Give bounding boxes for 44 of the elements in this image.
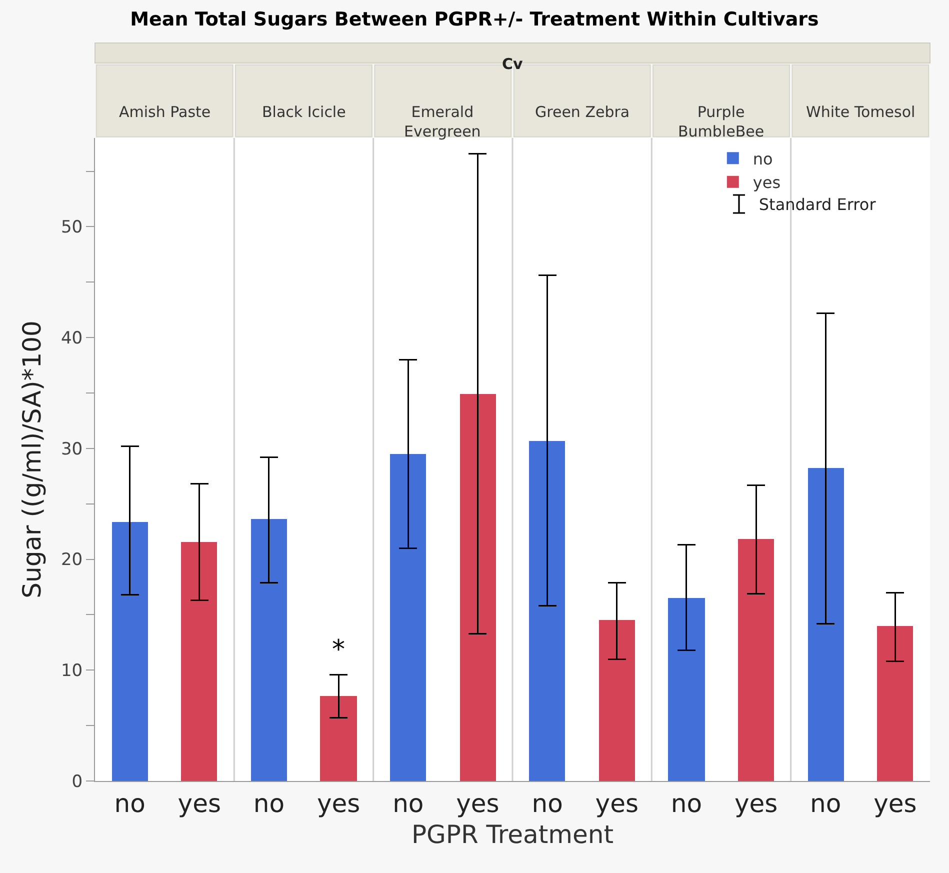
bar [460, 394, 496, 781]
y-tick-label: 50 [60, 218, 83, 238]
text: Cv [502, 55, 524, 73]
bar [529, 441, 565, 781]
legend-label: yes [752, 173, 781, 192]
x-tick-label: no [253, 789, 285, 818]
bar [877, 626, 913, 781]
text: White Tomesol [806, 103, 916, 121]
x-tick-label: no [810, 789, 842, 818]
text: Green Zebra [535, 103, 630, 121]
bar [181, 542, 217, 781]
y-tick-label: 10 [60, 661, 83, 682]
y-tick-label: 0 [72, 772, 83, 792]
annotation: Standard Error [758, 194, 876, 214]
y-tick-label: 40 [60, 328, 83, 348]
x-tick-label: no [670, 789, 702, 818]
bar [738, 539, 774, 781]
bar [599, 620, 635, 781]
x-tick-label: no [532, 789, 563, 818]
y-tick-label: 30 [60, 439, 83, 460]
bar [251, 519, 287, 781]
x-tick-label: yes [456, 789, 500, 818]
annotation: Purple BumbleBee [678, 103, 764, 140]
chart-title: Mean Total Sugars Between PGPR+/- Treatment Within Cultivars [130, 8, 819, 30]
x-tick-label: yes [595, 789, 638, 818]
x-tick-label: yes [734, 789, 778, 818]
x-tick-label: no [392, 789, 424, 818]
x-tick-label: yes [316, 789, 360, 818]
text: Amish Paste [119, 103, 211, 121]
bar [390, 454, 426, 781]
legend-label: no [752, 149, 773, 168]
y-axis-title: Sugar ((g/ml)/SA)*100 [18, 320, 47, 598]
x-tick-label: no [114, 789, 146, 818]
bar [320, 696, 357, 781]
x-tick-label: yes [874, 789, 917, 818]
bar [668, 598, 705, 781]
annotation: Emerald Evergreen [404, 103, 481, 140]
x-axis-title: PGPR Treatment [411, 820, 614, 849]
y-tick-label: 20 [60, 550, 83, 570]
x-tick-label: yes [178, 789, 221, 818]
bar [112, 522, 148, 781]
text: Black Icicle [262, 103, 346, 121]
bar [808, 468, 844, 781]
data-label: * [332, 635, 345, 665]
